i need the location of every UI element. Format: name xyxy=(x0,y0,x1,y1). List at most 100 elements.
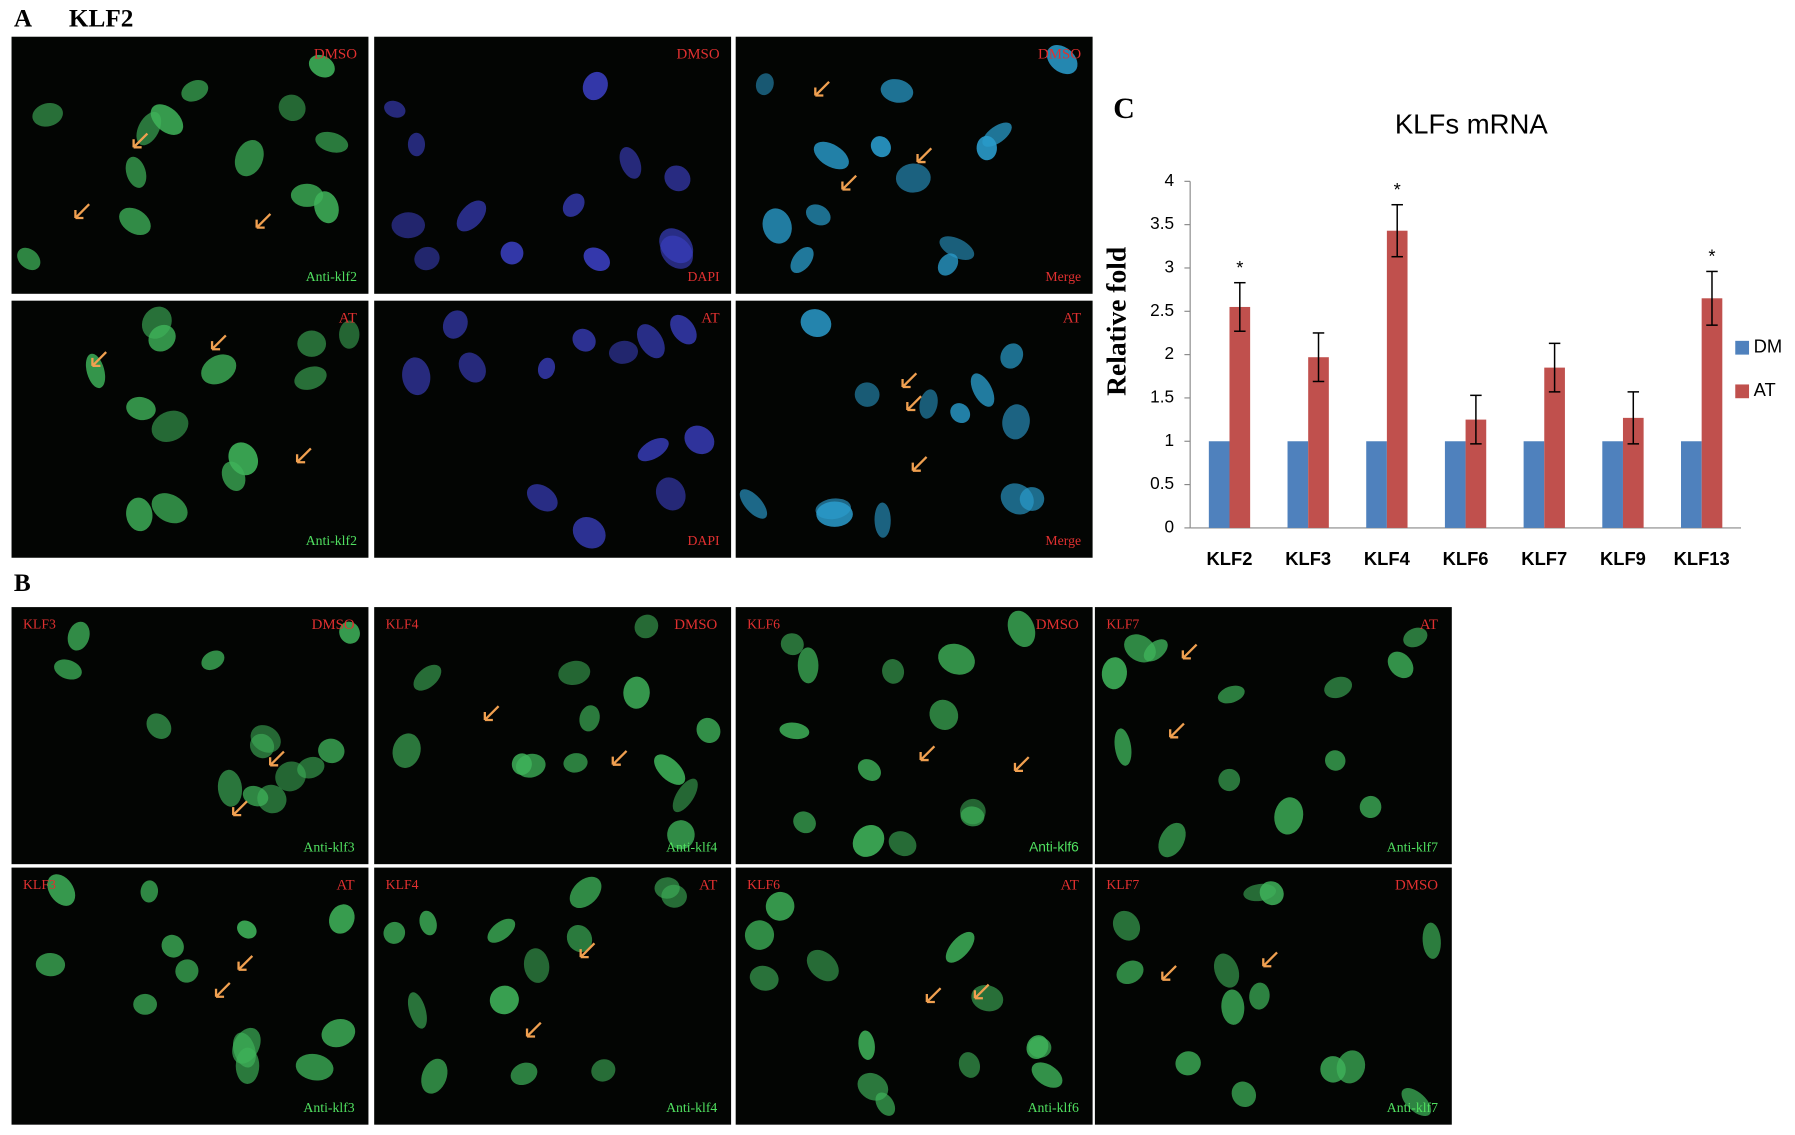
nucleus xyxy=(857,759,881,781)
nucleus xyxy=(582,71,608,101)
nucleus xyxy=(970,373,995,407)
nucleus xyxy=(217,769,243,807)
nucleus xyxy=(1101,657,1127,690)
arrow xyxy=(1013,756,1030,773)
y-tick-label: 3 xyxy=(1164,257,1174,277)
nucleus xyxy=(1325,750,1346,771)
image-label: KLF6 xyxy=(747,617,780,632)
nucleus xyxy=(762,208,792,244)
nucleus xyxy=(780,633,804,656)
nucleus xyxy=(816,501,853,527)
nucleus xyxy=(1217,685,1245,704)
nucleus xyxy=(1019,487,1045,511)
image-label: Anti-klf4 xyxy=(666,1100,717,1115)
nucleus xyxy=(591,1059,616,1082)
nucleus xyxy=(297,330,327,357)
nucleus xyxy=(1324,676,1353,699)
nucleus xyxy=(982,122,1012,147)
nucleus xyxy=(54,659,82,680)
arrow xyxy=(295,447,312,464)
nucleus xyxy=(637,437,669,462)
x-tick-label: KLF3 xyxy=(1285,548,1331,569)
nucleus xyxy=(1422,922,1441,959)
arrow xyxy=(916,147,933,164)
nucleus xyxy=(790,246,814,274)
nucleus xyxy=(971,985,1004,1012)
nucleus xyxy=(140,880,159,903)
nucleus xyxy=(458,352,486,383)
nucleus xyxy=(572,517,606,549)
micrograph xyxy=(374,607,732,865)
nucleus xyxy=(308,54,335,78)
error-bar xyxy=(1627,391,1640,445)
nucleus xyxy=(141,306,172,339)
y-tick-label: 0.5 xyxy=(1150,473,1174,493)
nucleus xyxy=(275,761,306,792)
arrow xyxy=(911,456,928,472)
bar xyxy=(1229,306,1251,528)
nucleus xyxy=(579,705,600,732)
nucleus xyxy=(779,722,810,740)
nucleus xyxy=(1028,1036,1052,1058)
panel-title: KLF2 xyxy=(69,5,134,32)
nucleus xyxy=(1031,1062,1063,1088)
nucleus xyxy=(146,713,172,739)
bar xyxy=(1208,441,1230,528)
nucleus xyxy=(945,931,975,963)
significance-mark: * xyxy=(1236,257,1243,278)
image-label: DMSO xyxy=(1038,47,1081,63)
nucleus xyxy=(558,660,591,686)
micrograph xyxy=(1094,867,1452,1125)
bar xyxy=(1465,419,1487,528)
nucleus xyxy=(133,993,158,1015)
nucleus xyxy=(442,310,468,339)
nucleus xyxy=(566,924,593,953)
nucleus xyxy=(201,354,237,385)
nucleus xyxy=(67,621,90,651)
arrow xyxy=(91,351,107,368)
nucleus xyxy=(744,920,775,950)
x-tick-label: KLF4 xyxy=(1364,548,1411,569)
arrow xyxy=(973,983,990,1000)
nucleus xyxy=(696,717,721,744)
y-tick-label: 0 xyxy=(1164,516,1174,536)
nucleus xyxy=(1221,989,1245,1025)
y-tick-label: 2.5 xyxy=(1150,300,1174,320)
nucleus xyxy=(1114,728,1132,766)
image-label: AT xyxy=(701,310,719,326)
nucleus xyxy=(684,425,715,455)
nucleus xyxy=(1124,634,1156,663)
error-bar xyxy=(1548,342,1561,393)
nucleus xyxy=(500,241,524,265)
x-tick-label: KLF6 xyxy=(1443,548,1489,569)
image-label: AT xyxy=(699,877,717,893)
nucleus xyxy=(654,754,686,785)
image-label: KLF7 xyxy=(1106,617,1139,632)
nucleus xyxy=(181,80,209,102)
nucleus xyxy=(583,247,610,272)
nucleus xyxy=(1158,822,1186,858)
image-label: AT xyxy=(336,877,354,893)
nucleus xyxy=(221,461,246,491)
nucleus xyxy=(1007,610,1036,648)
nucleus xyxy=(35,952,66,977)
image-label: DAPI xyxy=(687,533,720,548)
arrow xyxy=(1262,951,1278,968)
significance-mark: * xyxy=(1708,246,1715,267)
nucleus xyxy=(1401,1087,1432,1117)
nucleus xyxy=(1249,982,1270,1010)
nucleus xyxy=(402,357,431,396)
image-label: AT xyxy=(1063,310,1081,326)
nucleus xyxy=(295,1053,334,1081)
bar xyxy=(1444,441,1466,528)
image-label: Anti-klf6 xyxy=(1029,840,1079,855)
image-label: KLF4 xyxy=(386,617,419,632)
image-label: KLF3 xyxy=(23,877,56,892)
nucleus xyxy=(234,139,264,177)
nucleus xyxy=(201,650,225,671)
arrow xyxy=(268,750,285,767)
nucleus xyxy=(664,165,691,192)
nucleus xyxy=(1175,1051,1201,1076)
nucleus xyxy=(937,253,959,276)
panel-letter: B xyxy=(14,570,31,597)
